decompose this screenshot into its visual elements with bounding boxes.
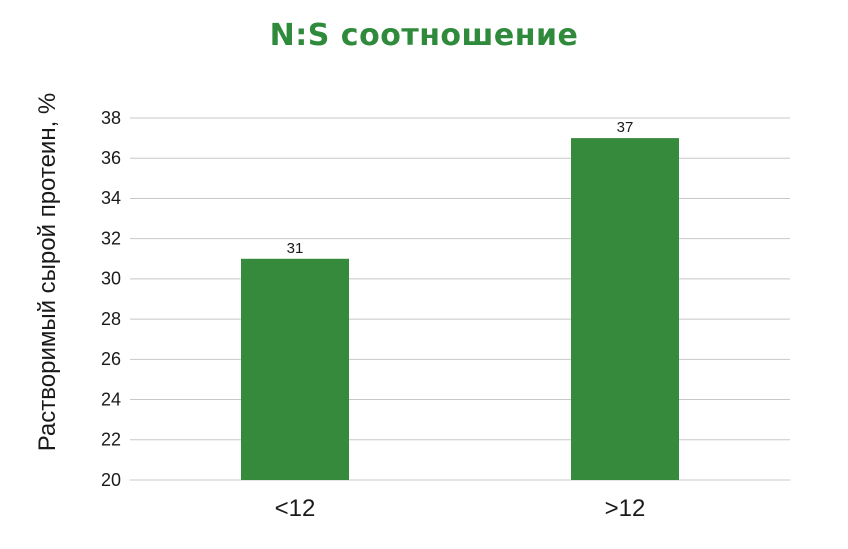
x-category-label: >12 [605,495,646,522]
data-label: 31 [287,240,304,257]
gridlines [130,117,790,481]
bar [241,258,349,480]
y-tick-label: 38 [101,108,121,128]
y-tick-label: 24 [101,389,121,409]
y-tick-label: 28 [101,309,121,329]
bars [241,138,679,480]
y-axis-ticks: 20 22 24 26 28 30 32 34 36 38 [101,108,121,490]
x-category-label: <12 [275,495,316,522]
chart-title: N:S соотношение [269,18,579,53]
y-tick-label: 36 [101,148,121,168]
data-label: 37 [617,119,634,136]
y-tick-label: 34 [101,188,121,208]
bar [571,138,679,480]
y-tick-label: 30 [101,269,121,289]
y-tick-label: 22 [101,430,121,450]
y-tick-label: 32 [101,228,121,248]
y-tick-label: 26 [101,349,121,369]
y-tick-label: 20 [101,470,121,490]
x-axis-categories: <12 >12 [275,495,646,522]
data-labels: 31 37 [287,119,634,257]
